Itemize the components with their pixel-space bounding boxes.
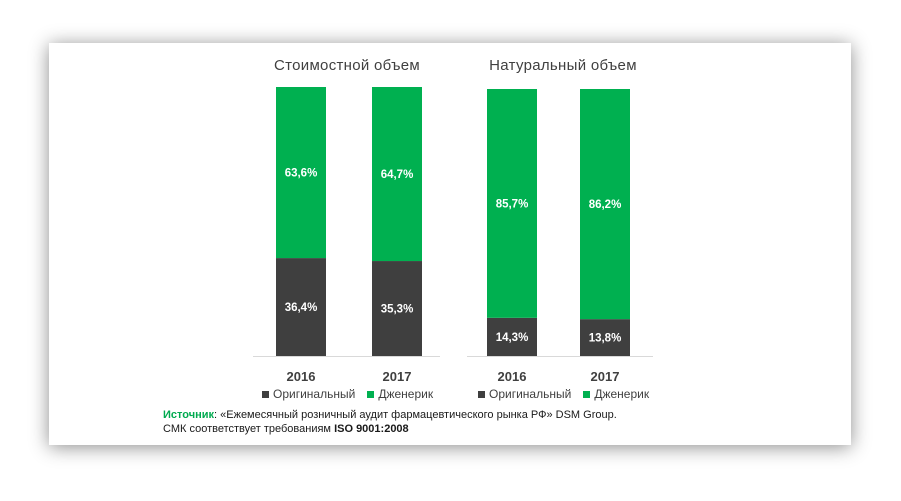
legend-label-original: Оригинальный <box>489 387 572 401</box>
legend-label-original: Оригинальный <box>273 387 356 401</box>
legend-swatch-generic <box>367 390 375 398</box>
legend-value-volume: Оригинальный Дженерик <box>262 387 445 401</box>
bar-segment-original <box>276 258 326 356</box>
legend-item-original: Оригинальный <box>478 387 571 401</box>
bar-segment-original <box>580 319 630 356</box>
legend-item-generic: Дженерик <box>583 387 649 401</box>
bar-segment-generic <box>372 87 422 262</box>
legend-item-original: Оригинальный <box>262 387 355 401</box>
source-line-2: СМК соответствует требованиям ISO 9001:2… <box>163 422 617 436</box>
bar-segment-generic <box>487 89 537 318</box>
legend-natural-volume: Оригинальный Дженерик <box>478 387 661 401</box>
data-label: 63,6% <box>285 168 318 180</box>
bar-segment-generic <box>580 89 630 320</box>
data-label: 13,8% <box>589 333 622 345</box>
legend-label-generic: Дженерик <box>378 387 434 401</box>
chart-panel <box>49 43 851 445</box>
chart-title-value-volume: Стоимостной объем <box>273 57 421 74</box>
legend-item-generic: Дженерик <box>367 387 433 401</box>
chart-title-natural-volume: Натуральный объем <box>489 57 637 74</box>
data-label: 64,7% <box>381 169 414 181</box>
source-note: Источник: «Ежемесячный розничный аудит ф… <box>163 408 617 436</box>
legend-label-generic: Дженерик <box>594 387 650 401</box>
data-label: 35,3% <box>381 304 414 316</box>
x-tick-label: 2017 <box>591 369 620 384</box>
x-tick-label: 2016 <box>498 369 527 384</box>
data-label: 14,3% <box>496 332 529 344</box>
iso-prefix: СМК соответствует требованиям <box>163 423 335 435</box>
source-label: Источник <box>163 409 215 421</box>
data-label: 86,2% <box>589 199 622 211</box>
legend-swatch-original <box>478 390 485 398</box>
legend-swatch-original <box>262 390 269 398</box>
x-tick-label: 2016 <box>287 369 316 384</box>
source-line-1: Источник: «Ежемесячный розничный аудит ф… <box>163 408 617 422</box>
data-label: 36,4% <box>285 302 318 314</box>
bar-segment-original <box>372 261 422 356</box>
legend-swatch-generic <box>583 390 591 398</box>
data-label: 85,7% <box>496 198 529 210</box>
bar-segment-generic <box>276 87 326 259</box>
source-text: : «Ежемесячный розничный аудит фармацевт… <box>214 409 617 421</box>
x-tick-label: 2017 <box>383 369 412 384</box>
bar-segment-original <box>487 317 537 356</box>
iso-standard: ISO 9001:2008 <box>334 423 409 435</box>
